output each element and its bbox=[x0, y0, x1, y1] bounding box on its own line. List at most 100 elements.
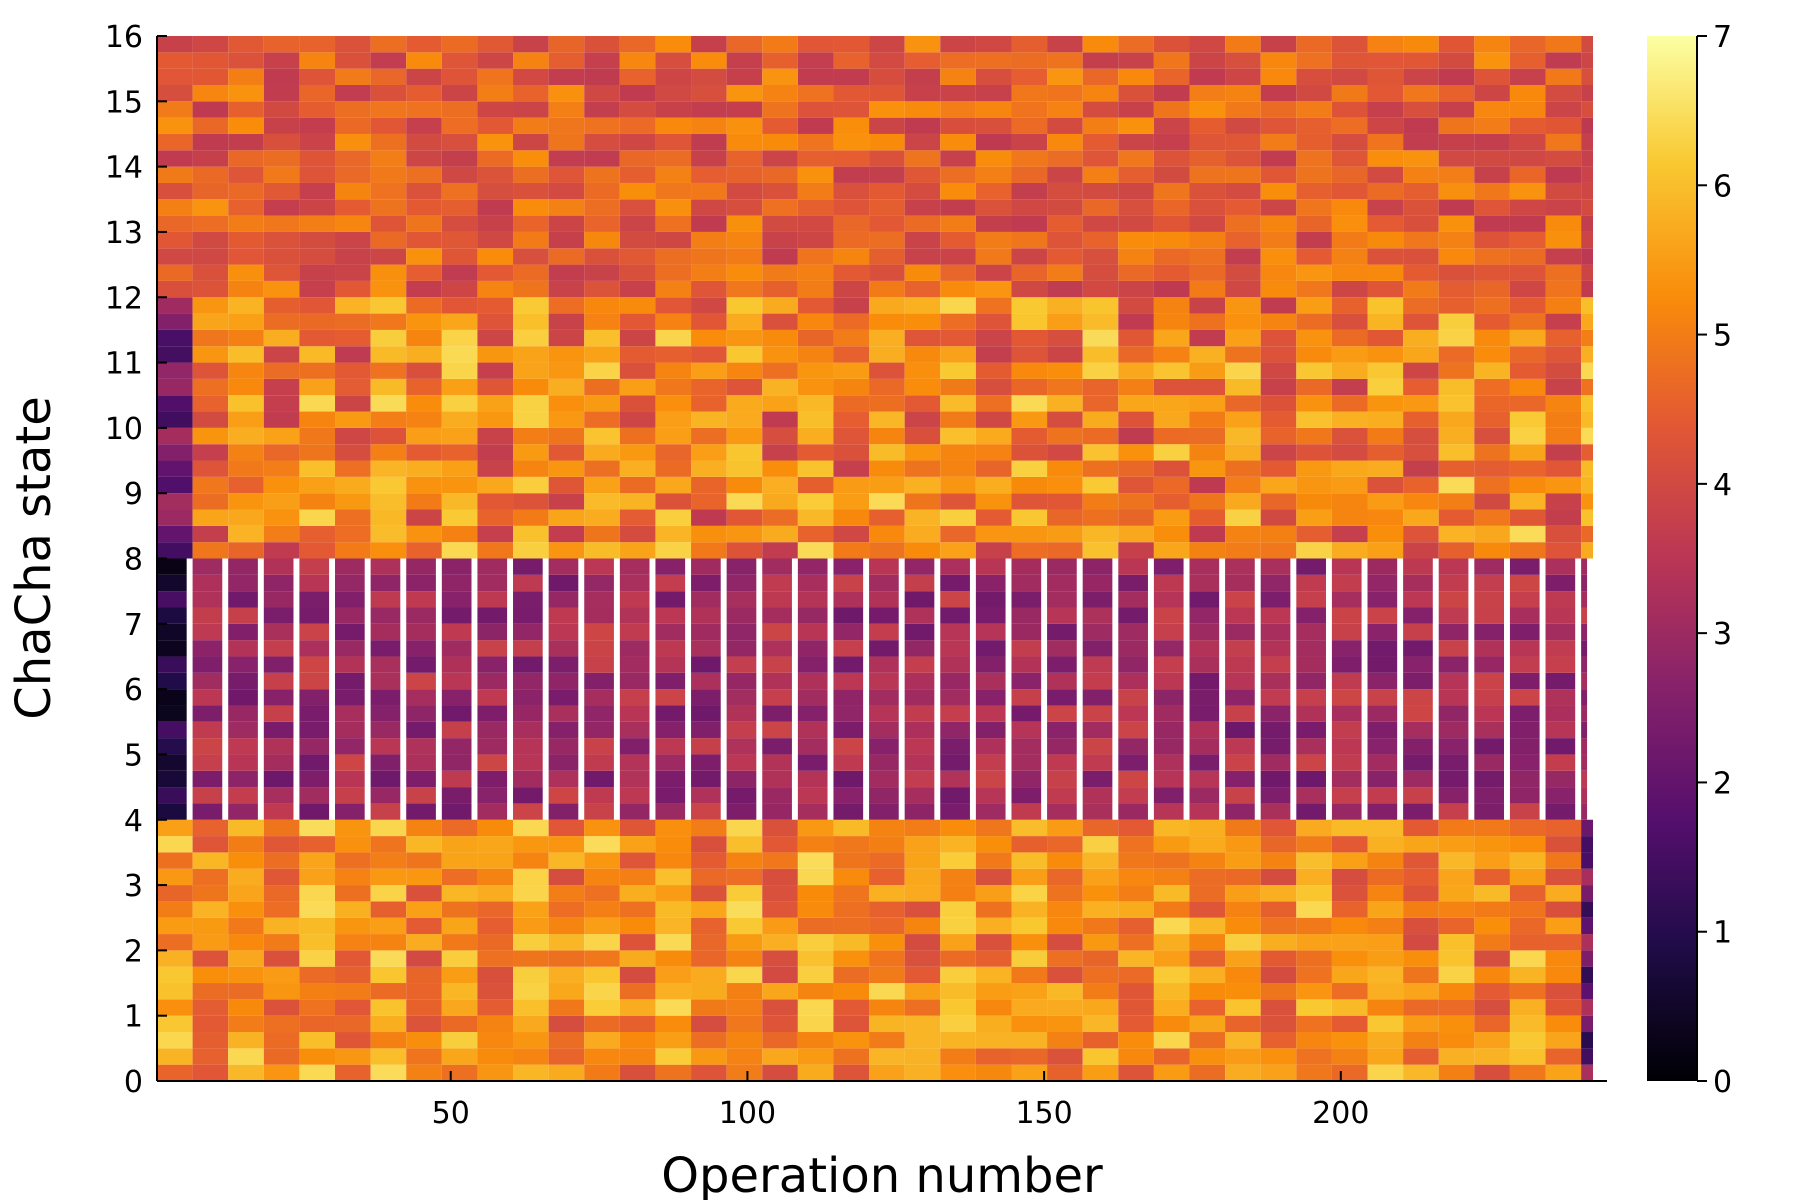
heatmap-cell bbox=[1189, 623, 1220, 641]
heatmap-cell bbox=[797, 182, 834, 200]
heatmap-cell bbox=[406, 803, 436, 820]
heatmap-cell bbox=[1260, 84, 1297, 102]
heatmap-cell bbox=[263, 852, 300, 869]
heatmap-cell bbox=[1118, 770, 1148, 788]
heatmap-cell bbox=[1047, 84, 1083, 102]
heatmap-cell bbox=[228, 542, 264, 559]
heatmap-cell bbox=[1225, 101, 1261, 118]
heatmap-cell bbox=[975, 689, 1006, 706]
heatmap-cell bbox=[869, 999, 905, 1016]
heatmap-cell bbox=[1331, 819, 1368, 837]
heatmap-cell bbox=[192, 558, 223, 575]
heatmap-cell bbox=[762, 395, 798, 412]
heatmap-cell bbox=[228, 1032, 264, 1049]
heatmap-cell bbox=[797, 787, 828, 804]
heatmap-cell bbox=[762, 819, 798, 837]
heatmap-cell bbox=[655, 509, 692, 526]
heatmap-cell bbox=[1225, 378, 1261, 396]
heatmap-cell bbox=[1438, 640, 1469, 657]
heatmap-cell bbox=[299, 738, 330, 755]
heatmap-cell bbox=[1403, 558, 1433, 575]
heatmap-cell bbox=[1474, 738, 1504, 755]
heatmap-cell bbox=[477, 787, 508, 804]
heatmap-cell bbox=[1581, 68, 1593, 85]
heatmap-cell bbox=[1011, 868, 1048, 886]
heatmap-cell bbox=[797, 395, 834, 412]
heatmap-cell bbox=[441, 411, 478, 428]
heatmap-cell bbox=[1581, 770, 1588, 788]
heatmap-cell bbox=[797, 1015, 834, 1033]
heatmap-cell bbox=[1047, 150, 1083, 167]
heatmap-cell bbox=[228, 231, 264, 249]
heatmap-cell bbox=[762, 68, 798, 85]
heatmap-cell bbox=[1260, 1048, 1297, 1065]
heatmap-cell bbox=[441, 934, 478, 951]
heatmap-cell bbox=[548, 966, 585, 984]
heatmap-cell bbox=[228, 460, 264, 477]
heatmap-cell bbox=[335, 656, 365, 673]
heatmap-cell bbox=[1047, 542, 1083, 559]
heatmap-cell bbox=[655, 689, 686, 706]
heatmap-cell bbox=[1260, 150, 1297, 167]
heatmap-cell bbox=[1367, 313, 1404, 330]
heatmap-cell bbox=[655, 721, 686, 739]
heatmap-cell bbox=[584, 542, 620, 559]
heatmap-cell bbox=[370, 1032, 407, 1049]
heatmap-cell bbox=[406, 950, 442, 967]
heatmap-cell bbox=[869, 84, 905, 102]
heatmap-cell bbox=[1296, 427, 1332, 445]
heatmap-cell bbox=[833, 836, 870, 853]
heatmap-cell bbox=[441, 689, 472, 706]
y-tick-label: 15 bbox=[105, 85, 143, 120]
heatmap-cell bbox=[940, 525, 976, 543]
heatmap-cell bbox=[1047, 966, 1083, 984]
heatmap-cell bbox=[406, 509, 442, 526]
heatmap-cell bbox=[940, 36, 976, 53]
heatmap-cell bbox=[1367, 803, 1398, 820]
heatmap-cell bbox=[940, 411, 976, 428]
heatmap-cell bbox=[1296, 836, 1332, 853]
heatmap-cell bbox=[548, 640, 579, 657]
heatmap-cell bbox=[1011, 411, 1048, 428]
heatmap-cell bbox=[619, 101, 656, 118]
heatmap-cell bbox=[619, 738, 650, 755]
heatmap-cell bbox=[477, 199, 514, 216]
heatmap-cell bbox=[513, 280, 549, 298]
heatmap-cell bbox=[1153, 738, 1184, 755]
heatmap-cell bbox=[762, 248, 798, 265]
heatmap-cell bbox=[1331, 1064, 1368, 1081]
heatmap-cell bbox=[797, 68, 834, 85]
heatmap-cell bbox=[1189, 231, 1226, 249]
heatmap-cell bbox=[1082, 689, 1113, 706]
heatmap-cell bbox=[335, 346, 371, 363]
heatmap-cell bbox=[1403, 476, 1439, 494]
heatmap-cell bbox=[1189, 542, 1226, 559]
heatmap-cell bbox=[655, 950, 692, 967]
heatmap-cell bbox=[940, 607, 970, 624]
heatmap-cell bbox=[584, 509, 620, 526]
heatmap-cell bbox=[726, 689, 757, 706]
heatmap-cell bbox=[1118, 574, 1148, 592]
heatmap-cell bbox=[335, 901, 371, 918]
heatmap-cell bbox=[762, 52, 798, 69]
heatmap-cell bbox=[335, 329, 371, 347]
heatmap-cell bbox=[157, 852, 193, 869]
heatmap-cell bbox=[228, 378, 264, 396]
heatmap-cell bbox=[1153, 362, 1190, 379]
heatmap-cell bbox=[691, 378, 727, 396]
heatmap-cell bbox=[691, 754, 721, 771]
heatmap-cell bbox=[548, 411, 585, 428]
heatmap-cell bbox=[1260, 395, 1297, 412]
heatmap-cell bbox=[228, 68, 264, 85]
heatmap-cell bbox=[406, 395, 442, 412]
heatmap-cell bbox=[762, 1032, 798, 1049]
heatmap-cell bbox=[228, 574, 258, 592]
heatmap-cell bbox=[1474, 215, 1510, 232]
heatmap-cell bbox=[940, 346, 976, 363]
heatmap-cell bbox=[1367, 150, 1404, 167]
heatmap-cell bbox=[833, 525, 870, 543]
heatmap-cell bbox=[513, 738, 543, 755]
heatmap-cell bbox=[1118, 427, 1154, 445]
heatmap-cell bbox=[1581, 558, 1588, 575]
